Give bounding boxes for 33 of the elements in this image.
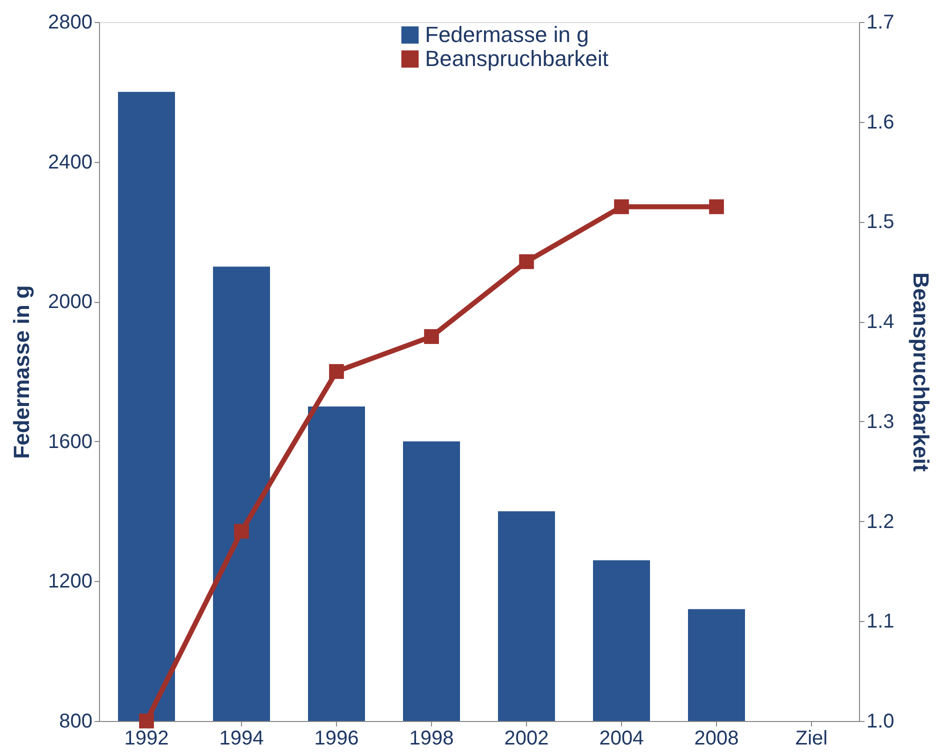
point: [709, 199, 724, 214]
point: [329, 364, 344, 379]
x-tick-label: 1992: [124, 728, 169, 750]
y-tick-label: 1600: [48, 430, 92, 453]
y2-tick-label: 1.3: [866, 410, 894, 433]
point: [234, 524, 249, 539]
x-tick-label: Ziel: [795, 728, 828, 750]
y-tick-label: 2400: [48, 151, 92, 174]
y2-tick-label: 1.7: [866, 12, 894, 34]
y2-tick-label: 1.2: [866, 510, 894, 533]
y-tick-label: 2800: [48, 12, 92, 34]
point: [139, 714, 154, 728]
y-tick-label: 1200: [48, 570, 92, 593]
y2-tick-label: 1.0: [866, 710, 894, 732]
y2-tick-label: 1.4: [866, 311, 894, 334]
legend-label: Beanspruchbarkeit: [425, 46, 608, 71]
point: [614, 199, 629, 214]
point: [424, 329, 439, 344]
x-tick-label: 1998: [409, 728, 454, 750]
legend-label: Federmasse in g: [425, 22, 589, 47]
y2-tick-label: 1.6: [866, 111, 894, 134]
y-tick-label: 800: [59, 710, 92, 732]
y2-tick-label: 1.5: [866, 211, 894, 234]
x-tick-label: 2002: [504, 728, 549, 750]
x-tick-label: 1994: [219, 728, 264, 750]
x-tick-label: 2008: [694, 728, 739, 750]
point: [519, 254, 534, 270]
y-tick-label: 2000: [48, 291, 92, 314]
y-axis-title: Federmasse in g: [9, 285, 34, 459]
y2-axis-title: Beanspruchbarkeit: [908, 272, 934, 472]
x-tick-label: 2004: [599, 728, 644, 750]
x-tick-label: 1996: [314, 728, 359, 750]
y2-tick-label: 1.1: [866, 610, 894, 633]
